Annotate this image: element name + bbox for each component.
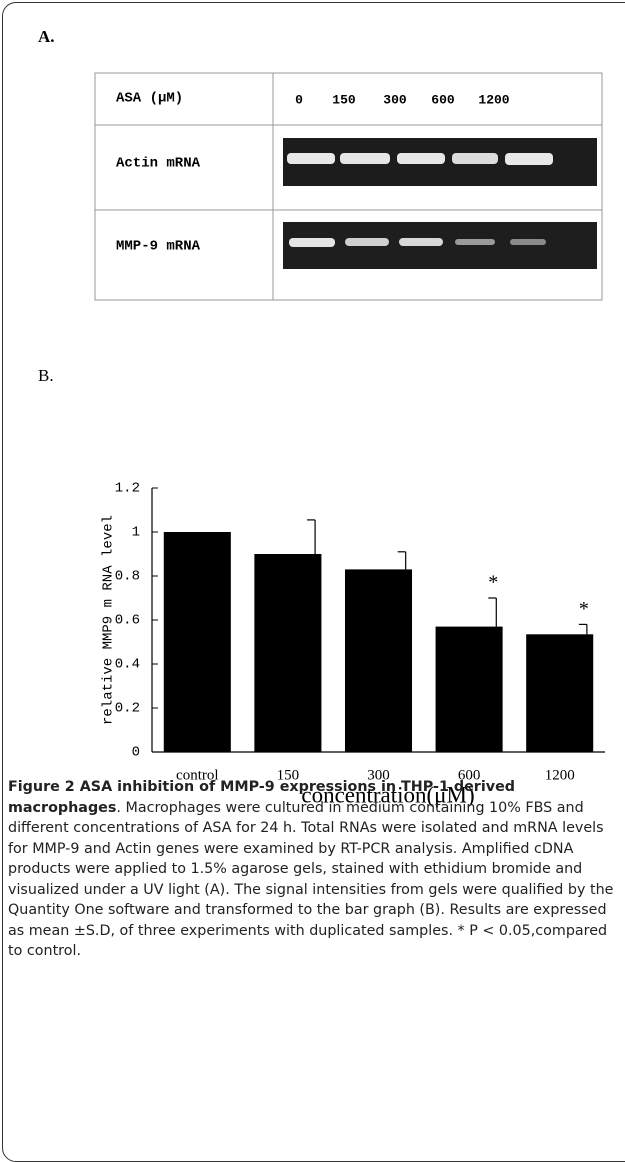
gel-image	[283, 138, 597, 269]
bar	[436, 627, 503, 752]
significance-mark: *	[488, 572, 498, 594]
gel-band	[345, 238, 389, 246]
lane-label: 1200	[478, 92, 509, 107]
bar	[164, 532, 231, 752]
y-tick-label: 1	[132, 525, 140, 541]
bar	[345, 569, 412, 752]
lane-label: 300	[383, 92, 407, 107]
y-tick-label: 0.8	[115, 569, 140, 585]
row-label: MMP-9 mRNA	[116, 239, 201, 255]
y-tick-label: 0.4	[115, 657, 140, 673]
gel-band	[505, 153, 553, 165]
y-tick-label: 0.6	[115, 613, 140, 629]
lane-label: 0	[295, 92, 303, 107]
panel-label: A.	[38, 27, 55, 46]
gel-band	[289, 238, 335, 247]
significance-mark: *	[579, 598, 589, 620]
y-tick-label: 0	[132, 745, 140, 761]
y-tick-label: 1.2	[115, 481, 140, 497]
page: A. ASA (μM) 0 150 300 600 1200 Actin mRN…	[0, 0, 625, 1148]
table-header: ASA (μM)	[116, 91, 183, 107]
caption-body: . Macrophages were cultured in medium co…	[8, 800, 613, 960]
gel-band	[287, 153, 335, 164]
bar	[526, 634, 593, 752]
y-tick-label: 0.2	[115, 701, 140, 717]
figure: A. ASA (μM) 0 150 300 600 1200 Actin mRN…	[0, 0, 625, 810]
gel-band	[452, 153, 498, 164]
lane-label: 600	[431, 92, 455, 107]
gel-band	[397, 153, 445, 164]
lane-label: 150	[332, 92, 356, 107]
row-label: Actin mRNA	[116, 156, 201, 172]
gel-band	[455, 239, 495, 245]
gel-band	[510, 239, 546, 245]
panel-label: B.	[38, 366, 54, 385]
bar	[254, 554, 321, 752]
gel-band	[340, 153, 390, 164]
figure-caption: Figure 2 ASA inhibition of MMP-9 express…	[8, 777, 620, 962]
gel-band	[399, 238, 443, 246]
